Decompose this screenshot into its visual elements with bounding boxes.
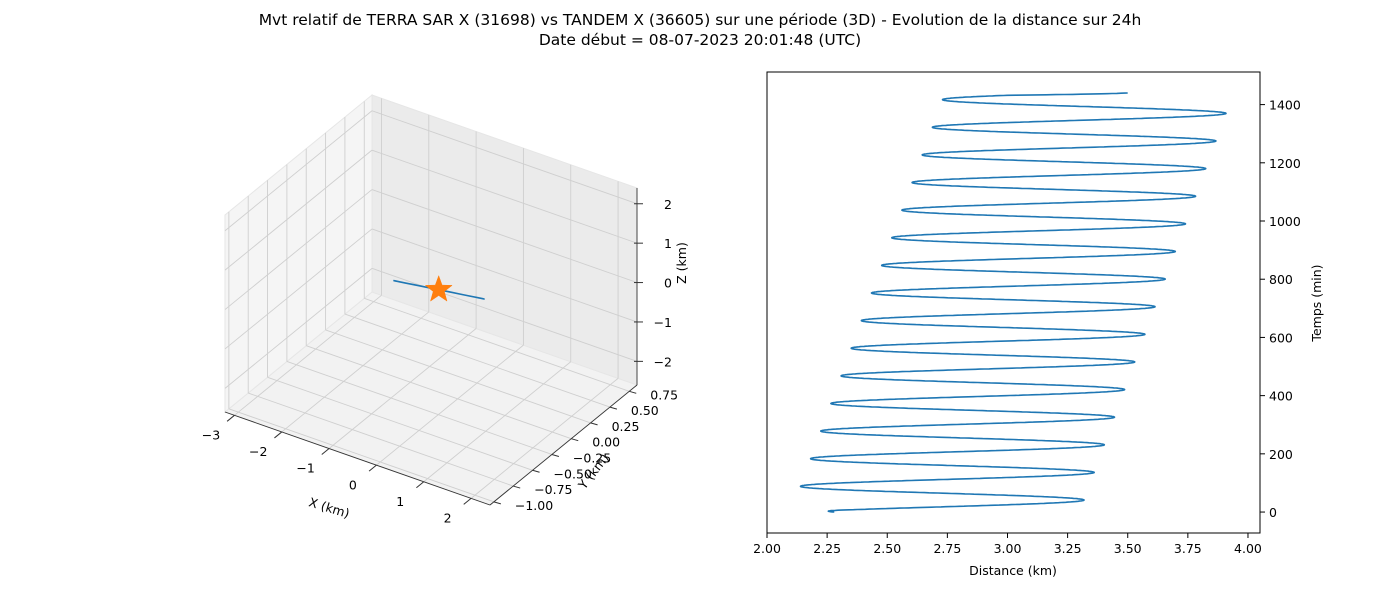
y-gridline: [306, 345, 572, 440]
x-tick-label: 3.75: [1174, 541, 1202, 556]
y-tick-mark: [571, 438, 579, 442]
y-gridline: [325, 329, 591, 424]
origin-star-marker: [424, 274, 453, 302]
x-tick-mark: [368, 464, 377, 472]
y-axis-label: Temps (min): [1309, 264, 1324, 342]
y-tick-label: 200: [1269, 447, 1293, 462]
x-tick-label: 0: [349, 477, 357, 492]
z-gridline: [371, 228, 638, 323]
x-tick-label: 2.50: [873, 541, 901, 556]
gridline-group: [224, 98, 638, 503]
y-tick-mark: [629, 390, 637, 394]
figure-subtitle: Date début = 08-07-2023 20:01:48 (UTC): [539, 31, 861, 49]
distance-vs-time-plot: 2.00 2.25 2.50 2.75 3.00 3.25 3.50 3.75 4.00 0 200…: [753, 71, 1324, 578]
z-gridline: [371, 149, 638, 244]
z-gridline: [371, 267, 638, 362]
y-tick-label: 1200: [1269, 156, 1301, 171]
y-tick-label: 1000: [1269, 214, 1301, 229]
tick-group: −3 −2 −1 0 1 2 −1.00−0.75−0.50−0.250.000.250.5…: [202, 188, 678, 526]
x-axis-label: Distance (km): [969, 563, 1057, 578]
y-tick-label: 0.00: [592, 435, 620, 450]
y-tick-mark: [493, 501, 502, 505]
trajectory-group: [393, 274, 485, 302]
z-gridline: [371, 110, 638, 205]
x-tick-label: −1: [296, 461, 314, 476]
figure-title: Mvt relatif de TERRA SAR X (31698) vs TA…: [259, 11, 1142, 29]
y-tick-label: 0.75: [650, 387, 678, 402]
y-gridline: [228, 408, 495, 503]
y-gridline: [364, 297, 630, 392]
x-tick-mark: [321, 448, 330, 455]
z-tick-label: 2: [664, 197, 672, 212]
x-tick-label: 2: [444, 511, 452, 526]
y-gridline: [344, 313, 611, 408]
x-tick-label: 4.00: [1234, 541, 1262, 556]
z-tick-label: −1: [654, 315, 672, 330]
x-tick-label: 1: [396, 494, 404, 509]
y-tick-mark: [551, 453, 560, 457]
tick-group: 2.00 2.25 2.50 2.75 3.00 3.25 3.50 3.75 4.00 0 200…: [753, 98, 1301, 556]
z-gridline: [371, 189, 638, 283]
y-tick-label: −1.00: [515, 498, 553, 513]
y-tick-mark: [609, 406, 618, 410]
x-tick-mark: [416, 481, 425, 489]
x-gridline: [234, 294, 382, 416]
y-tick-label: 400: [1269, 389, 1293, 404]
plot-area-frame: [766, 71, 1261, 534]
y-tick-mark: [513, 485, 521, 489]
z-tick-label: 1: [664, 236, 672, 251]
y-tick-label: 0: [1269, 505, 1277, 520]
y-tick-label: −0.50: [554, 466, 592, 481]
y-tick-label: −0.25: [573, 450, 611, 465]
distance-line-group: [799, 92, 1227, 513]
x-axis-line: [224, 411, 491, 506]
z-gridline: [224, 228, 373, 350]
y-tick-label: 600: [1269, 330, 1293, 345]
x-tick-label: −2: [249, 444, 267, 459]
side-pane: [224, 93, 373, 414]
z-tick-label: −2: [654, 354, 672, 369]
y-tick-mark: [532, 469, 540, 473]
y-tick-label: 1400: [1269, 98, 1301, 113]
relative-motion-3d-plot: −3 −2 −1 0 1 2 −1.00−0.75−0.50−0.250.000.250.5…: [202, 93, 689, 526]
x-gridline: [423, 361, 572, 483]
x-gridline: [281, 311, 430, 433]
distance-line: [799, 92, 1227, 513]
x-gridline: [470, 378, 619, 499]
y-gridline: [267, 376, 533, 471]
x-gridline: [328, 328, 477, 449]
trajectory-line: [393, 279, 485, 300]
y-tick-label: −0.75: [534, 482, 572, 497]
z-tick-label: 0: [664, 276, 672, 291]
x-tick-label: −3: [202, 428, 220, 443]
y-tick-label: 0.50: [631, 403, 659, 418]
x-tick-label: 3.50: [1114, 541, 1142, 556]
x-tick-mark: [274, 431, 283, 439]
x-tick-label: 3.25: [1054, 541, 1082, 556]
y-tick-label: 800: [1269, 272, 1293, 287]
x-tick-label: 2.75: [933, 541, 961, 556]
x-tick-label: 2.00: [753, 541, 781, 556]
y-gridline: [286, 361, 553, 455]
z-gridline: [224, 189, 373, 310]
y-tick-label: 0.25: [612, 419, 640, 434]
x-tick-mark: [226, 414, 235, 422]
x-tick-label: 3.00: [994, 541, 1022, 556]
z-gridline: [224, 268, 373, 389]
y-gridline: [248, 392, 514, 487]
x-tick-mark: [463, 497, 472, 505]
y-axis-line: [489, 384, 638, 506]
z-gridline: [224, 110, 373, 232]
x-tick-label: 2.25: [813, 541, 841, 556]
x-gridline: [376, 344, 524, 466]
z-gridline: [224, 149, 373, 271]
y-tick-mark: [590, 422, 598, 426]
z-axis-label: Z (km): [674, 242, 689, 284]
